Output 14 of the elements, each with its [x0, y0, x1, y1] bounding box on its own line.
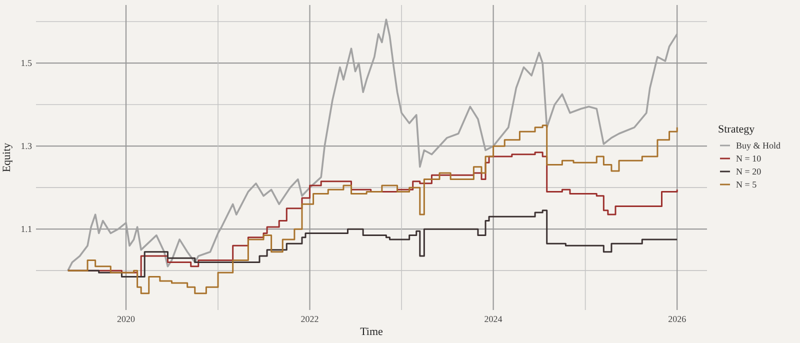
- x-tick-label: 2024: [484, 314, 503, 324]
- y-tick-label: 1.1: [20, 224, 32, 234]
- legend-label: N = 10: [736, 154, 762, 164]
- x-tick-label: 2022: [300, 314, 319, 324]
- x-tick-label: 2026: [668, 314, 687, 324]
- x-axis-title: Time: [360, 326, 384, 338]
- y-axis-title: Equity: [1, 142, 13, 172]
- x-tick-label: 2020: [117, 314, 136, 324]
- legend-label: N = 20: [736, 166, 762, 176]
- legend-label: N = 5: [736, 180, 758, 190]
- y-tick-label: 1.5: [20, 58, 32, 68]
- legend-label: Buy & Hold: [736, 140, 782, 150]
- legend-title: Strategy: [718, 124, 756, 136]
- y-tick-label: 1.3: [20, 141, 32, 152]
